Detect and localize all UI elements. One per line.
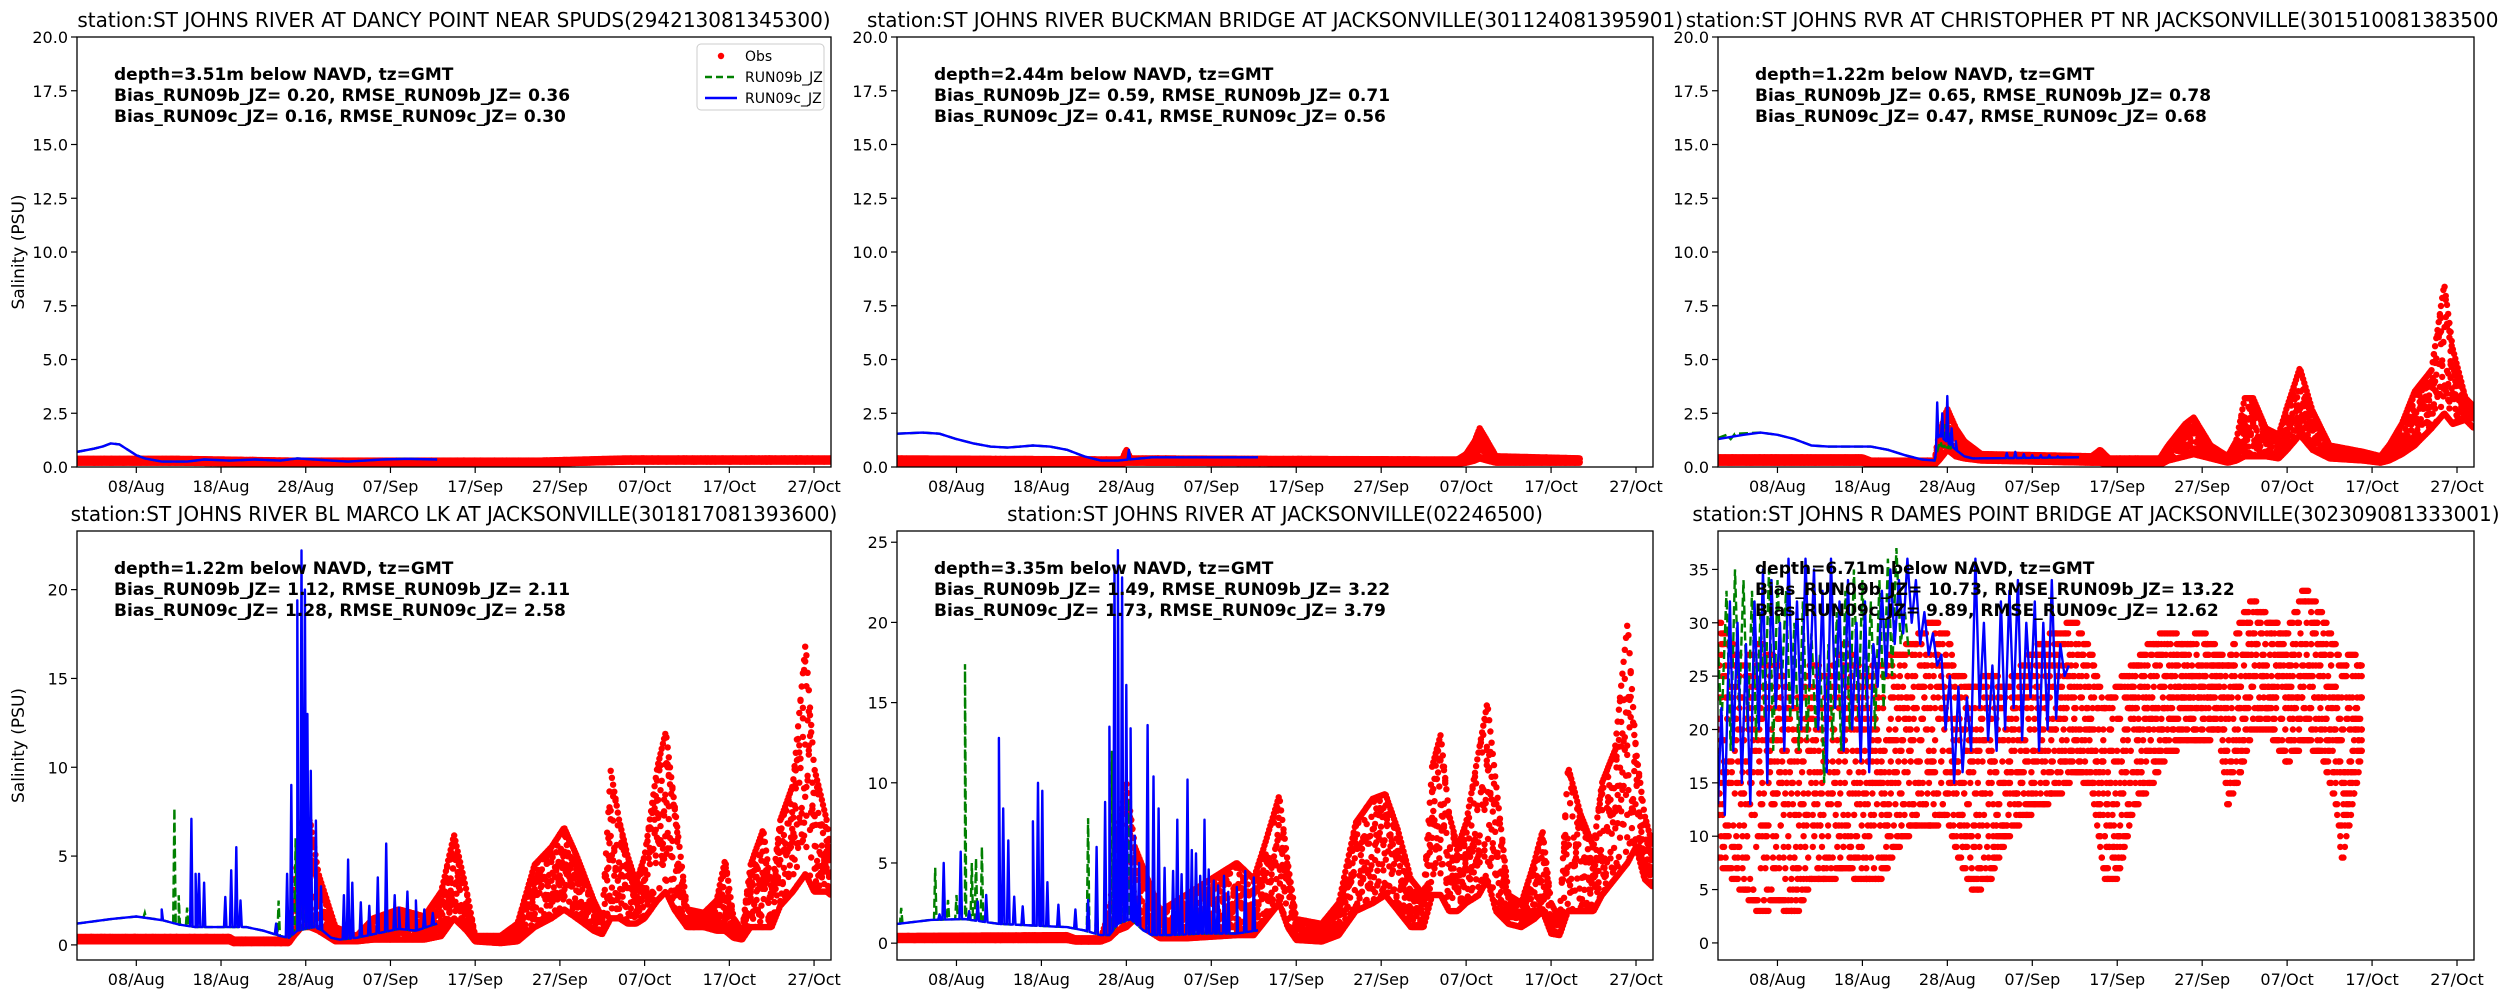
obs-series [897,425,1583,467]
obs-series [77,455,831,467]
x-tick-label: 07/Oct [618,477,671,496]
legend: Obs RUN09b_JZ RUN09c_JZ [696,43,825,111]
panel-2: station:ST JOHNS RIVER BUCKMAN BRIDGE AT… [852,8,1683,496]
y-tick-label: 12.5 [32,189,68,208]
x-tick-label: 18/Aug [193,477,250,496]
plot-area [897,425,1583,467]
panel-title: station:ST JOHNS RIVER AT DANCY POINT NE… [77,8,830,32]
stats-annotation: Bias_RUN09c_JZ= 0.16, RMSE_RUN09c_JZ= 0.… [114,107,566,127]
legend-label: Obs [745,49,772,65]
x-tick-label: 28/Aug [277,477,334,496]
y-tick-label: 5.0 [43,351,68,370]
x-tick-label: 17/Sep [447,477,503,496]
y-tick-label: 0.0 [43,458,68,477]
x-tick-label: 27/Sep [532,477,588,496]
x-tick-label: 17/Oct [703,477,756,496]
run09c-line [77,442,438,463]
y-tick-label: 7.5 [43,297,68,316]
y-tick-label: 10.0 [32,243,68,262]
panel-1: station:ST JOHNS RIVER AT DANCY POINT NE… [9,8,841,496]
y-tick-label: 2.5 [43,404,68,423]
y-axis-label: Salinity (PSU) [9,194,29,309]
legend-label: RUN09c_JZ [745,91,822,107]
x-tick-label: 08/Aug [108,477,165,496]
stats-annotation: Bias_RUN09b_JZ= 0.20, RMSE_RUN09b_JZ= 0.… [114,86,570,106]
x-tick-label: 27/Oct [787,477,840,496]
x-tick-label: 07/Sep [363,477,419,496]
y-tick-label: 20.0 [32,28,68,47]
obs-point [827,457,831,464]
panel-title: station:ST JOHNS RIVER BUCKMAN BRIDGE AT… [867,8,1683,32]
y-tick-label: 17.5 [32,82,68,101]
plot-area [77,442,831,467]
y-tick-label: 15.0 [32,136,68,155]
legend-obs-marker [717,52,725,60]
stats-annotation: depth=3.51m below NAVD, tz=GMT [114,65,454,85]
legend-label: RUN09b_JZ [745,70,823,86]
legend-box [696,43,825,111]
